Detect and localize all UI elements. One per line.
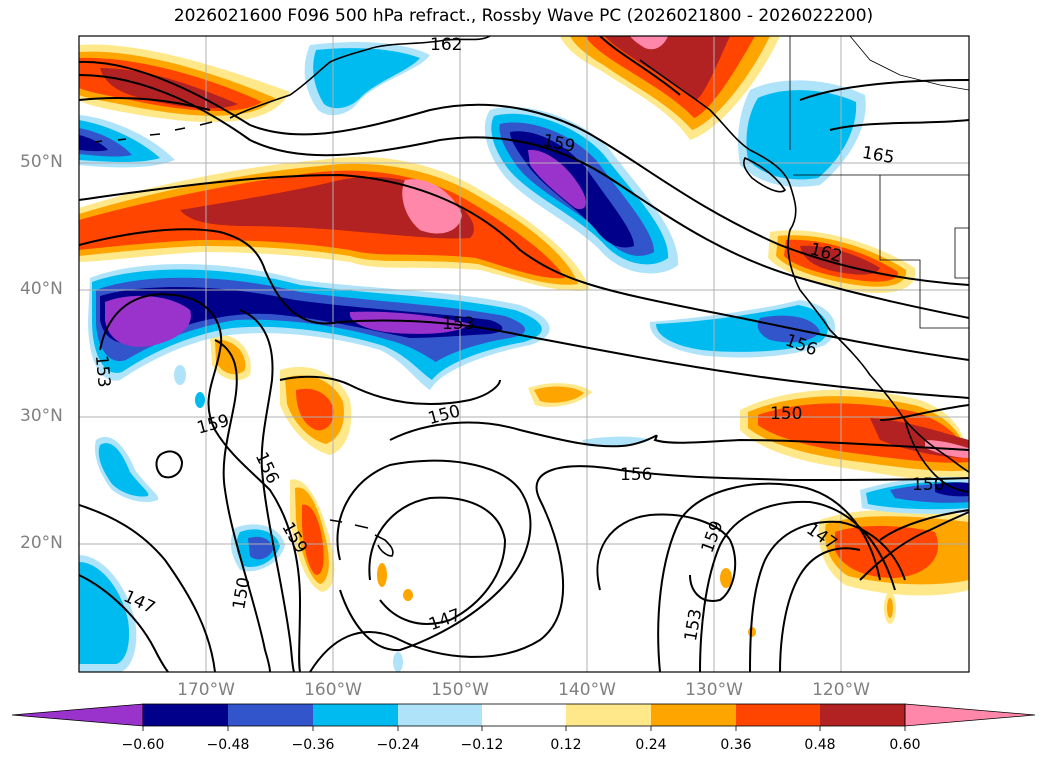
- borders: [789, 36, 969, 329]
- colorbar-tick-label: 0.36: [720, 737, 752, 753]
- contour-label: 162: [430, 35, 462, 55]
- lat-label-20n: 20°N: [20, 533, 63, 553]
- colorbar-tick-label: 0.48: [804, 737, 836, 753]
- lat-label-50n: 50°N: [20, 152, 63, 172]
- colorbar-segment: [143, 704, 228, 726]
- contour-label: 156: [620, 465, 652, 485]
- colorbar-tick-label: 0.24: [635, 737, 667, 753]
- colorbar-segment: [228, 704, 313, 726]
- contour-label: 150: [426, 401, 463, 429]
- map-frame: [78, 35, 970, 673]
- colorbar-segment: [398, 704, 482, 726]
- colorbar-tick-label: −0.60: [121, 737, 165, 753]
- lon-label-130w: 130°W: [685, 680, 743, 700]
- lon-label-140w: 140°W: [558, 680, 616, 700]
- shaded-field: [79, 36, 969, 672]
- coastlines: [94, 36, 969, 557]
- contour-label: 147: [426, 605, 463, 635]
- colorbar-tick-label: 0.12: [550, 737, 582, 753]
- contour-label: 150: [229, 576, 254, 611]
- colorbar-tick-label: −0.36: [291, 737, 335, 753]
- colorbar-segment: [482, 704, 566, 726]
- contour-label: 150: [912, 475, 944, 495]
- contour-label: 153: [442, 314, 474, 334]
- colorbar-segment: [820, 704, 905, 726]
- colorbar-max-extend: [904, 703, 1036, 727]
- contour-label: 156: [251, 449, 283, 487]
- colorbar-tick-label: 0.60: [889, 737, 921, 753]
- colorbar-min-extend: [11, 703, 144, 727]
- lon-label-160w: 160°W: [304, 680, 362, 700]
- colorbar-tick-label: −0.24: [376, 737, 420, 753]
- contour-label: 150: [770, 404, 802, 424]
- lat-label-40n: 40°N: [20, 279, 63, 299]
- contour-label: 165: [860, 143, 895, 168]
- lon-label-150w: 150°W: [431, 680, 489, 700]
- colorbar: [11, 703, 1036, 731]
- colorbar-tick-label: −0.12: [460, 737, 504, 753]
- lon-label-120w: 120°W: [812, 680, 870, 700]
- contour-label: 159: [195, 411, 232, 439]
- contour-label: 153: [91, 354, 114, 388]
- colorbar-segment: [736, 704, 820, 726]
- lat-label-30n: 30°N: [20, 406, 63, 426]
- colorbar-segment: [651, 704, 736, 726]
- contour-label: 153: [681, 607, 706, 642]
- lon-label-170w: 170°W: [177, 680, 235, 700]
- colorbar-segment: [566, 704, 651, 726]
- contour-label: 159: [698, 518, 728, 555]
- colorbar-tick-label: −0.48: [206, 737, 250, 753]
- colorbar-segment: [313, 704, 398, 726]
- contours: [79, 36, 969, 672]
- map-title: 2026021600 F096 500 hPa refract., Rossby…: [173, 6, 874, 26]
- graticule: [79, 36, 969, 672]
